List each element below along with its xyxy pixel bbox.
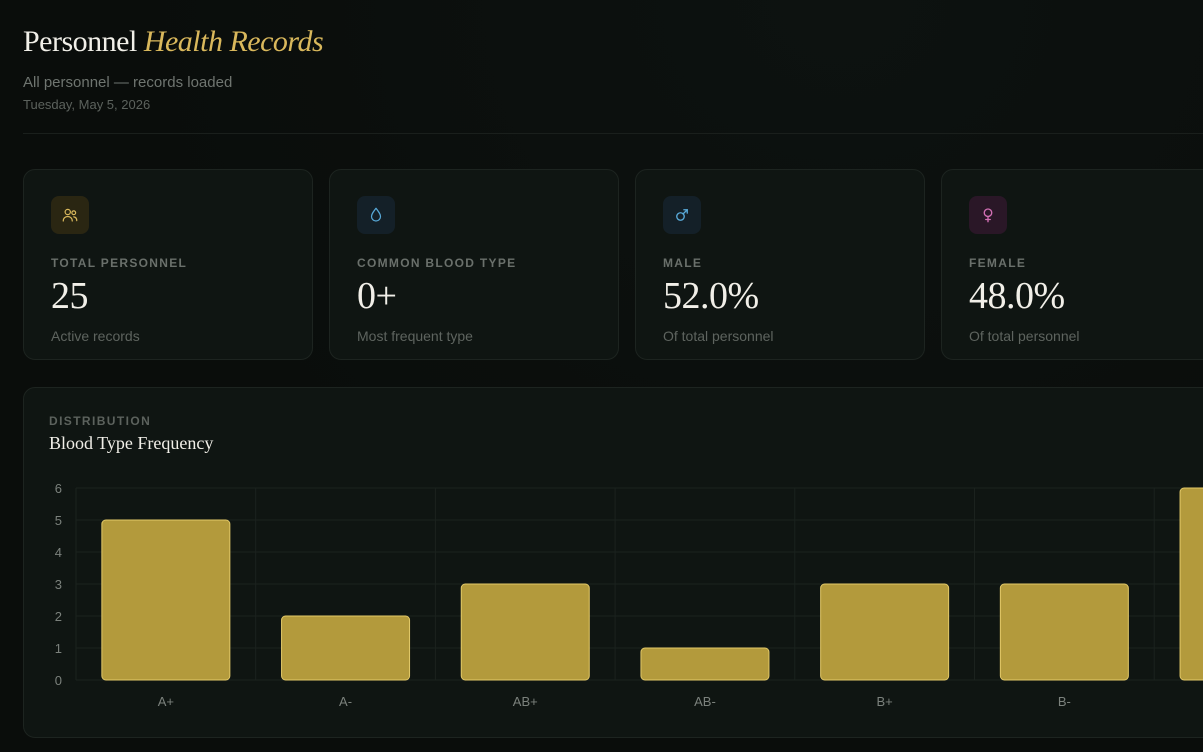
x-tick-label: AB+: [513, 694, 538, 709]
bar-B-: [999, 583, 1129, 681]
y-tick-label: 0: [55, 673, 62, 688]
droplet-icon: [357, 196, 395, 234]
card-note: Active records: [51, 328, 140, 344]
x-tick-label: A-: [339, 694, 352, 709]
bar-A+: [101, 519, 231, 681]
bar-B+: [820, 583, 950, 681]
card-note: Of total personnel: [969, 328, 1080, 344]
y-tick-label: 2: [55, 609, 62, 624]
card-label: TOTAL PERSONNEL: [51, 256, 188, 270]
y-tick-label: 3: [55, 577, 62, 592]
card-label: FEMALE: [969, 256, 1027, 270]
card-value: 52.0%: [663, 275, 759, 317]
y-tick-label: 1: [55, 641, 62, 656]
blood-type-distribution-panel: DISTRIBUTION Blood Type Frequency 0 1 2 3 4 5…: [23, 387, 1203, 738]
female-icon: [969, 196, 1007, 234]
x-tick-label: B-: [1058, 694, 1071, 709]
card-value: 0+: [357, 275, 397, 317]
x-tick-label: AB-: [694, 694, 716, 709]
y-tick-label: 6: [55, 481, 62, 496]
page-title: Personnel Health Records: [23, 24, 324, 60]
card-value: 25: [51, 275, 89, 317]
stat-card-common-blood-type: COMMON BLOOD TYPE 0+ Most frequent type: [329, 169, 619, 360]
x-tick-label: A+: [158, 694, 174, 709]
stat-card-female: FEMALE 48.0% Of total personnel: [941, 169, 1203, 360]
x-tick-label: B+: [877, 694, 893, 709]
bar-A-: [281, 615, 411, 681]
title-accent: Health Records: [143, 25, 324, 58]
card-label: MALE: [663, 256, 703, 270]
card-note: Most frequent type: [357, 328, 473, 344]
y-tick-label: 5: [55, 513, 62, 528]
page-subtitle: All personnel — records loaded: [23, 74, 233, 91]
bar-AB+: [460, 583, 590, 681]
card-value: 48.0%: [969, 275, 1065, 317]
stat-cards: TOTAL PERSONNEL 25 Active records COMMON…: [23, 169, 1203, 360]
bar-AB-: [640, 647, 770, 681]
card-label: COMMON BLOOD TYPE: [357, 256, 517, 270]
stat-card-total-personnel: TOTAL PERSONNEL 25 Active records: [23, 169, 313, 360]
page-date: Tuesday, May 5, 2026: [23, 97, 151, 112]
page-header: Personnel Health Records All personnel —…: [23, 24, 324, 112]
stat-card-male: MALE 52.0% Of total personnel: [635, 169, 925, 360]
y-tick-label: 4: [55, 545, 62, 560]
male-icon: [663, 196, 701, 234]
users-icon: [51, 196, 89, 234]
panel-kicker: DISTRIBUTION: [49, 414, 152, 428]
bar-0+: [1179, 487, 1203, 681]
header-divider: [23, 133, 1203, 134]
title-main: Personnel: [23, 25, 137, 58]
card-note: Of total personnel: [663, 328, 774, 344]
panel-title: Blood Type Frequency: [49, 433, 214, 453]
